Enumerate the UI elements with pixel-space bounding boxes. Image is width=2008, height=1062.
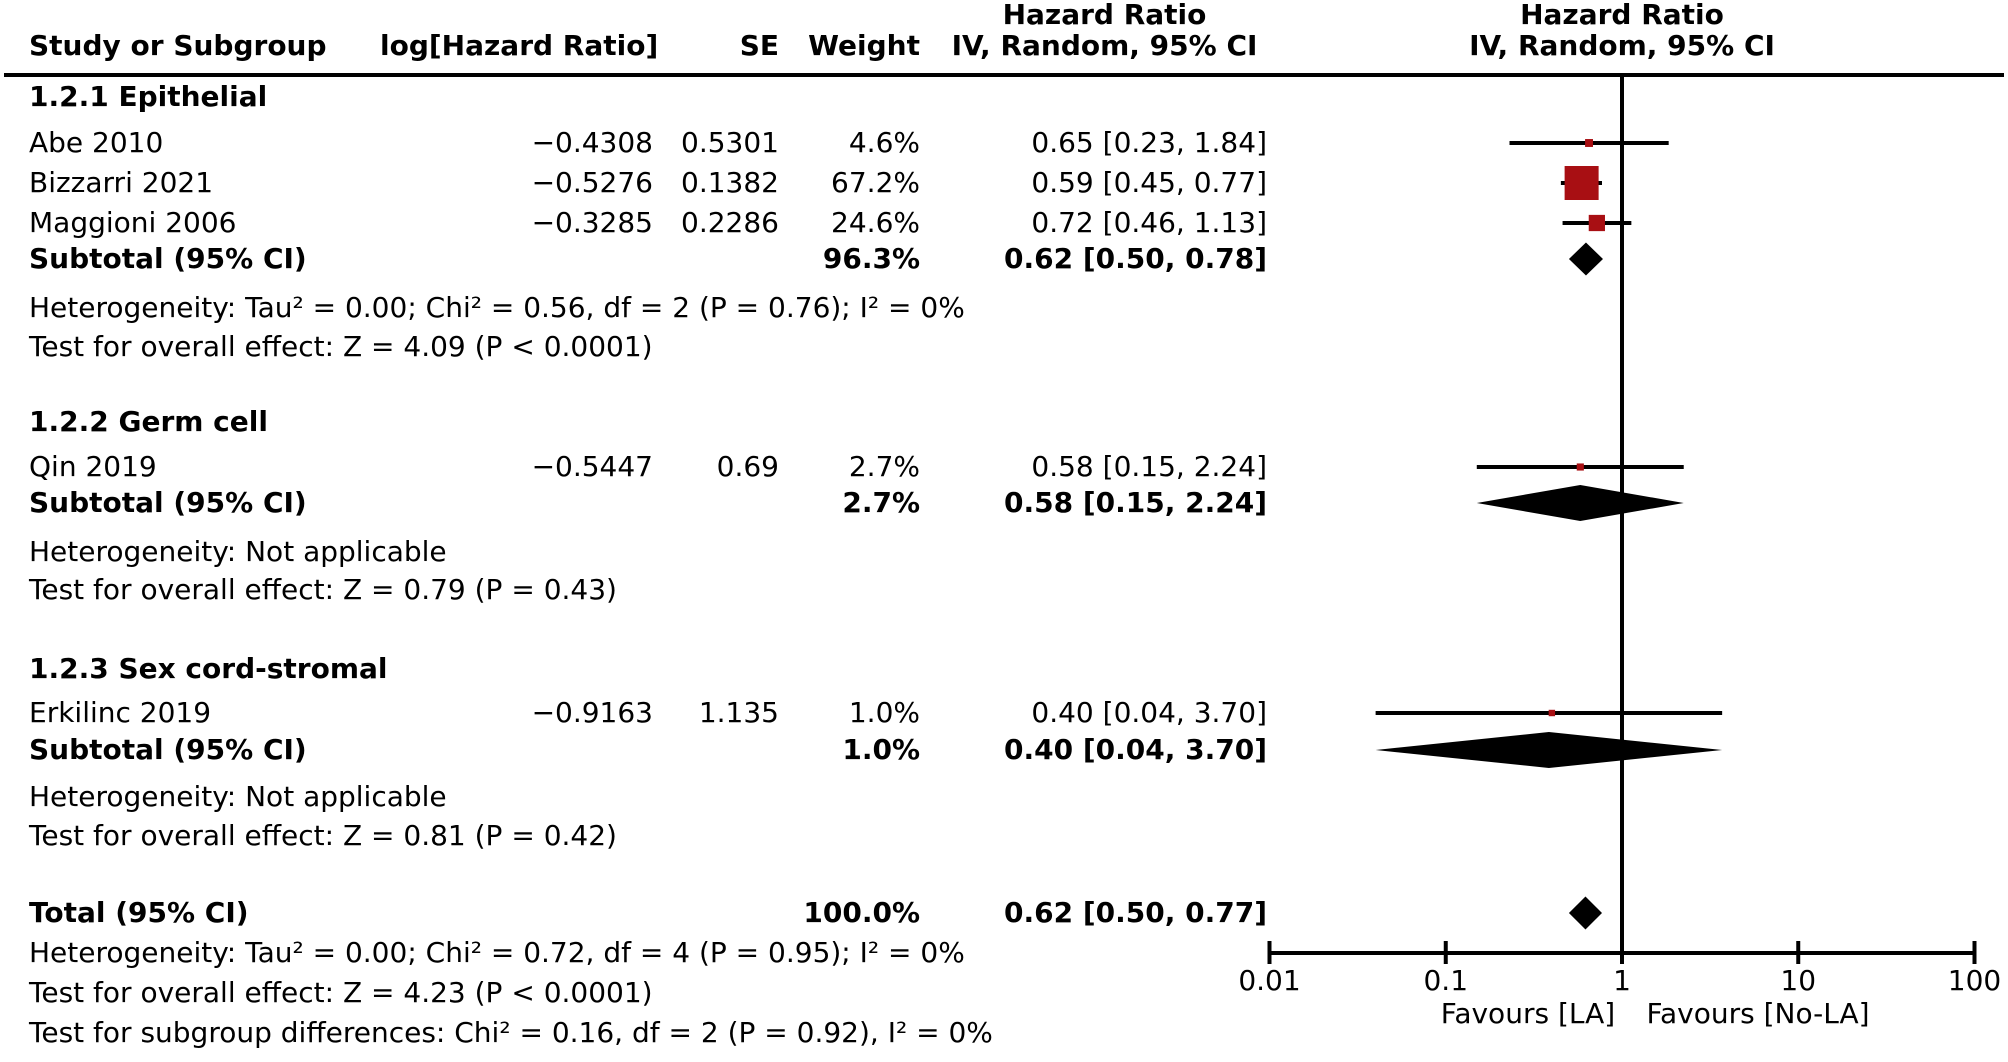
heterogeneity-text: Heterogeneity: Not applicable [29,780,447,813]
subtotal-row: Subtotal (95% CI) 96.3% 0.62 [0.50, 0.78… [0,239,2008,279]
subgroup-differences-text: Test for subgroup differences: Chi² = 0.… [29,1016,993,1049]
overall-effect-text: Test for overall effect: Z = 0.79 (P = 0… [29,573,617,606]
total-overall-effect-text: Test for overall effect: Z = 4.23 (P < 0… [29,976,653,1009]
subtotal-row: Subtotal (95% CI) 1.0% 0.40 [0.04, 3.70] [0,730,2008,770]
study-name: Bizzarri 2021 [29,166,214,199]
subtotal-label: Subtotal (95% CI) [29,733,307,766]
heterogeneity-row: Heterogeneity: Not applicable [0,532,2008,572]
table-effect-title: Hazard Ratio [1002,0,1207,31]
subtotal-weight: 96.3% [822,242,920,275]
weight-value: 1.0% [848,696,920,729]
ci-value: 0.65 [0.23, 1.84] [1031,126,1267,159]
log-hr-value: −0.5276 [531,166,653,199]
overall-effect-text: Test for overall effect: Z = 4.09 (P < 0… [29,330,653,363]
heterogeneity-row: Heterogeneity: Not applicable [0,777,2008,817]
se-value: 1.135 [698,696,779,729]
subgroup-label: 1.2.1 Epithelial [29,80,268,113]
overall-effect-row: Test for overall effect: Z = 4.23 (P < 0… [0,973,2008,1013]
header-separator-line [4,73,2004,77]
weight-value: 4.6% [848,126,920,159]
subtotal-weight: 2.7% [842,486,920,519]
weight-value: 2.7% [848,450,920,483]
total-label: Total (95% CI) [29,896,249,929]
column-header-study: Study or Subgroup [29,29,327,62]
log-hr-value: −0.9163 [531,696,653,729]
log-hr-value: −0.3285 [531,206,653,239]
subtotal-ci: 0.40 [0.04, 3.70] [1004,733,1267,766]
study-row: Abe 2010 −0.4308 0.5301 4.6% 0.65 [0.23,… [0,123,2008,163]
subtotal-row: Subtotal (95% CI) 2.7% 0.58 [0.15, 2.24] [0,483,2008,523]
study-row: Erkilinc 2019 −0.9163 1.135 1.0% 0.40 [0… [0,693,2008,733]
study-row: Maggioni 2006 −0.3285 0.2286 24.6% 0.72 … [0,203,2008,243]
subtotal-label: Subtotal (95% CI) [29,486,307,519]
ci-value: 0.58 [0.15, 2.24] [1031,450,1267,483]
heterogeneity-text: Heterogeneity: Not applicable [29,535,447,568]
column-header-log-hr: log[Hazard Ratio] [380,29,659,62]
overall-effect-row: Test for overall effect: Z = 4.09 (P < 0… [0,327,2008,367]
column-header-weight: Weight [808,29,920,62]
weight-value: 67.2% [831,166,920,199]
total-heterogeneity-text: Heterogeneity: Tau² = 0.00; Chi² = 0.72,… [29,936,965,969]
heterogeneity-row: Heterogeneity: Tau² = 0.00; Chi² = 0.56,… [0,288,2008,328]
total-row: Total (95% CI) 100.0% 0.62 [0.50, 0.77] [0,893,2008,933]
se-value: 0.2286 [681,206,779,239]
overall-effect-row: Test for overall effect: Z = 0.81 (P = 0… [0,816,2008,856]
total-ci: 0.62 [0.50, 0.77] [1004,896,1267,929]
subtotal-weight: 1.0% [842,733,920,766]
ci-value: 0.40 [0.04, 3.70] [1031,696,1267,729]
heterogeneity-row: Heterogeneity: Tau² = 0.00; Chi² = 0.72,… [0,933,2008,973]
log-hr-value: −0.4308 [531,126,653,159]
subgroup-label: 1.2.2 Germ cell [29,405,268,438]
ci-value: 0.72 [0.46, 1.13] [1031,206,1267,239]
study-row: Bizzarri 2021 −0.5276 0.1382 67.2% 0.59 … [0,163,2008,203]
heterogeneity-text: Heterogeneity: Tau² = 0.00; Chi² = 0.56,… [29,291,965,324]
study-row: Qin 2019 −0.5447 0.69 2.7% 0.58 [0.15, 2… [0,447,2008,487]
log-hr-value: −0.5447 [531,450,653,483]
study-name: Abe 2010 [29,126,164,159]
subgroup-header: 1.2.2 Germ cell [0,402,2008,442]
study-name: Erkilinc 2019 [29,696,212,729]
total-weight: 100.0% [803,896,920,929]
column-header-ci: IV, Random, 95% CI [951,29,1258,62]
column-header-se: SE [739,29,779,62]
se-value: 0.5301 [681,126,779,159]
subtotal-label: Subtotal (95% CI) [29,242,307,275]
weight-value: 24.6% [831,206,920,239]
subgroup-header: 1.2.1 Epithelial [0,77,2008,117]
study-name: Maggioni 2006 [29,206,237,239]
subtotal-ci: 0.62 [0.50, 0.78] [1004,242,1267,275]
column-header-row: Study or Subgroup log[Hazard Ratio] SE W… [0,26,2008,66]
se-value: 0.69 [716,450,779,483]
overall-effect-text: Test for overall effect: Z = 0.81 (P = 0… [29,819,617,852]
se-value: 0.1382 [681,166,779,199]
study-name: Qin 2019 [29,450,157,483]
subgroup-header: 1.2.3 Sex cord-stromal [0,649,2008,689]
subgroup-label: 1.2.3 Sex cord-stromal [29,652,388,685]
overall-effect-row: Test for overall effect: Z = 0.79 (P = 0… [0,570,2008,610]
subtotal-ci: 0.58 [0.15, 2.24] [1004,486,1267,519]
ci-value: 0.59 [0.45, 0.77] [1031,166,1267,199]
column-header-plot-ci: IV, Random, 95% CI [1469,29,1775,62]
subgroup-differences-row: Test for subgroup differences: Chi² = 0.… [0,1013,2008,1053]
plot-effect-title: Hazard Ratio [1520,0,1724,31]
